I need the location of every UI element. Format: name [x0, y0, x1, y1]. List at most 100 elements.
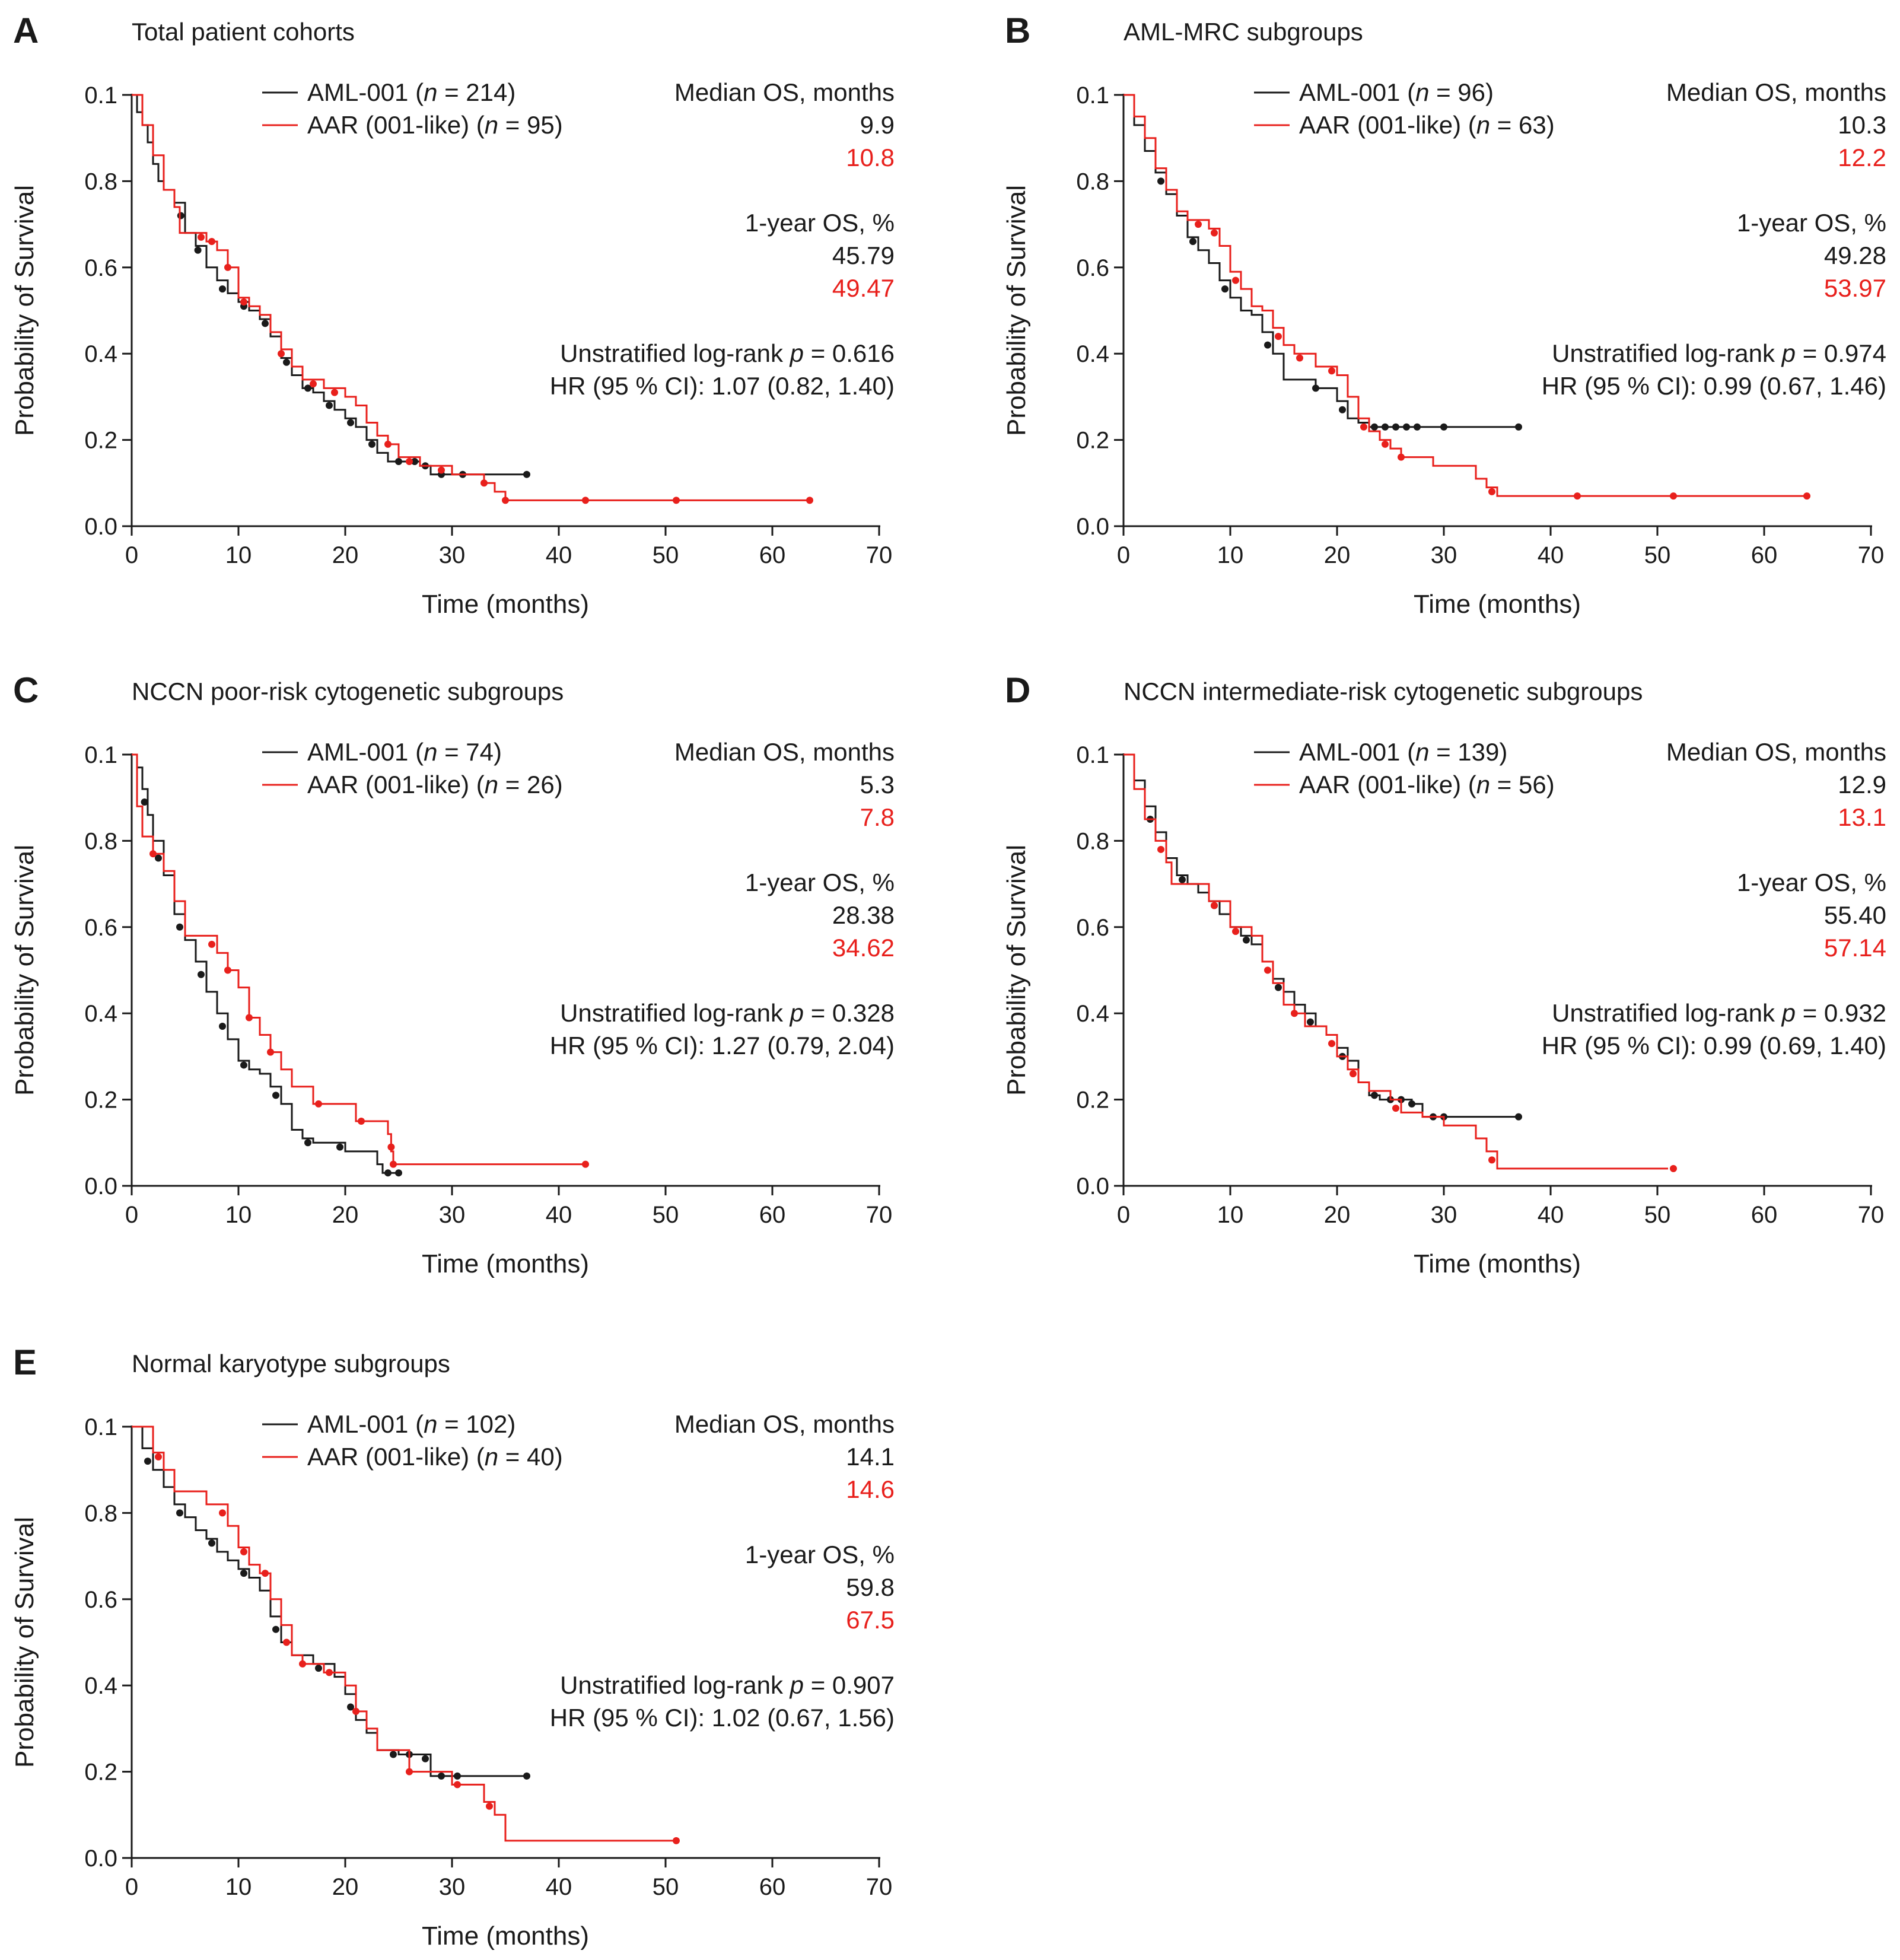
censor-mark — [1803, 492, 1810, 500]
censor-mark — [1328, 367, 1335, 375]
one-year-os-header: 1-year OS, % — [1737, 209, 1886, 237]
x-tick-label: 70 — [866, 1202, 893, 1228]
y-tick-label: 0.6 — [84, 255, 117, 281]
censor-mark — [1264, 341, 1271, 349]
censor-mark — [390, 1160, 397, 1168]
hazard-ratio: HR (95 % CI): 1.27 (0.79, 2.04) — [550, 1032, 895, 1059]
x-tick-label: 30 — [439, 1874, 466, 1900]
censor-mark — [283, 358, 290, 366]
censor-mark — [315, 1100, 322, 1108]
survival-curve-aar — [1124, 753, 1668, 1170]
censor-mark — [523, 470, 530, 478]
censor-mark — [1307, 1018, 1314, 1026]
median-os-header: Median OS, months — [674, 78, 895, 106]
y-tick-label: 0.8 — [84, 168, 117, 195]
y-tick-label: 0.8 — [1076, 168, 1109, 195]
panel-b: B AML-MRC subgroups 0 10 20 30 40 50 60 70 0.0 0.2 0… — [1002, 11, 1886, 619]
y-tick-label: 0.8 — [1076, 828, 1109, 854]
y-tick-label: 0.2 — [1076, 1087, 1109, 1113]
panel-e: E Normal karyotype subgroups 0 10 20 30 40 50 60… — [10, 1342, 895, 1951]
censor-mark — [1275, 333, 1282, 341]
censor-mark — [384, 440, 392, 448]
legend-entry: AML-001 (n = 139) — [1299, 738, 1507, 766]
legend-entry: AAR (001-like) (n = 95) — [307, 111, 563, 139]
censor-mark — [406, 1768, 413, 1776]
censor-mark — [395, 1169, 402, 1177]
censor-mark — [208, 940, 215, 948]
censor-mark — [1232, 276, 1239, 284]
censor-mark — [406, 457, 413, 465]
censor-mark — [208, 1539, 215, 1547]
survival-curve-aml001 — [1124, 753, 1519, 1118]
censor-mark — [1291, 1010, 1298, 1017]
panel-letter: B — [1005, 11, 1030, 50]
censor-mark — [1264, 966, 1271, 974]
median-os-aar: 10.8 — [846, 144, 895, 171]
censor-mark — [523, 1772, 530, 1780]
x-tick-label: 70 — [866, 542, 893, 568]
median-os-aml001: 5.3 — [860, 771, 895, 798]
censor-mark — [1574, 492, 1581, 500]
y-tick-label: 0.6 — [1076, 915, 1109, 941]
x-tick-label: 50 — [653, 542, 679, 568]
survival-curve-aml001 — [1124, 94, 1519, 428]
panel-letter: C — [13, 670, 39, 710]
censor-mark — [1157, 845, 1164, 853]
censor-mark — [304, 384, 311, 392]
x-tick-label: 10 — [1217, 1202, 1244, 1228]
median-os-aar: 14.6 — [846, 1475, 895, 1503]
censor-mark — [411, 457, 418, 465]
censor-mark — [384, 1169, 392, 1177]
censor-mark — [1403, 423, 1410, 431]
x-tick-label: 40 — [1538, 542, 1564, 568]
y-tick-label: 0.4 — [1076, 341, 1109, 367]
censor-mark — [149, 850, 157, 858]
censor-mark — [246, 1014, 253, 1022]
censor-mark — [582, 1160, 589, 1168]
legend-entry: AML-001 (n = 74) — [307, 738, 502, 766]
censor-mark — [240, 1548, 247, 1555]
censor-mark — [582, 497, 589, 504]
x-tick-label: 40 — [546, 1874, 572, 1900]
y-axis-label: Probability of Survival — [10, 845, 39, 1096]
censor-mark — [198, 971, 205, 978]
x-tick-label: 40 — [546, 1202, 572, 1228]
censor-mark — [1275, 984, 1282, 991]
x-tick-label: 60 — [1751, 542, 1778, 568]
censor-mark — [1312, 384, 1319, 392]
panel-a: A Total patient cohorts 0 10 20 30 40 50 60 70 0.0… — [10, 11, 895, 619]
censor-mark — [155, 1453, 162, 1461]
x-tick-label: 0 — [125, 1202, 138, 1228]
one-year-os-aar: 49.47 — [832, 274, 895, 302]
censor-mark — [267, 1048, 274, 1056]
one-year-os-aml001: 55.40 — [1824, 901, 1886, 929]
y-tick-label: 0.6 — [84, 915, 117, 941]
median-os-aml001: 9.9 — [860, 111, 895, 139]
survival-curve-aar — [132, 1426, 676, 1842]
survival-curve-aml001 — [132, 94, 527, 476]
median-os-aml001: 14.1 — [846, 1443, 895, 1471]
censor-mark — [272, 1625, 279, 1633]
x-tick-label: 20 — [332, 542, 359, 568]
censor-mark — [1515, 423, 1522, 431]
censor-mark — [1360, 423, 1367, 431]
panel-title: Normal karyotype subgroups — [132, 1350, 450, 1377]
censor-mark — [219, 1023, 226, 1030]
panel-d: D NCCN intermediate-risk cytogenetic subg… — [1002, 670, 1886, 1278]
x-tick-label: 10 — [225, 542, 252, 568]
y-tick-label: 0.0 — [1076, 514, 1109, 540]
x-tick-label: 60 — [759, 1202, 786, 1228]
censor-mark — [240, 298, 247, 306]
x-tick-label: 0 — [125, 542, 138, 568]
censor-mark — [1392, 423, 1399, 431]
censor-mark — [326, 402, 333, 409]
censor-mark — [673, 497, 680, 504]
censor-mark — [1157, 177, 1164, 185]
panel-letter: E — [13, 1342, 37, 1382]
censor-mark — [1221, 285, 1229, 293]
censor-mark — [1350, 1070, 1357, 1077]
x-tick-label: 30 — [439, 542, 466, 568]
censor-mark — [194, 246, 202, 254]
hazard-ratio: HR (95 % CI): 0.99 (0.69, 1.40) — [1542, 1032, 1886, 1059]
censor-mark — [141, 798, 148, 806]
